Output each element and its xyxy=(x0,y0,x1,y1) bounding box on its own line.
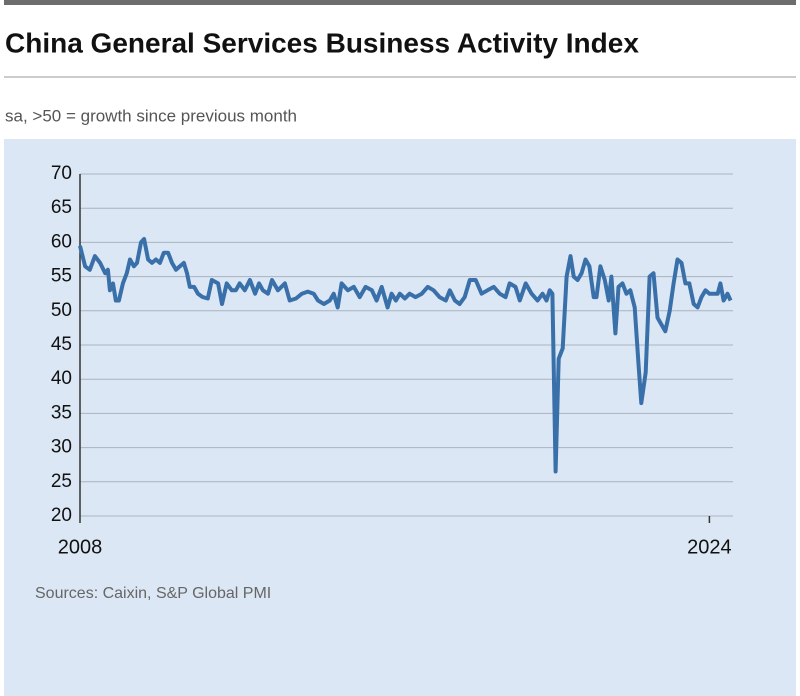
plot-panel xyxy=(4,139,796,696)
chart-title: China General Services Business Activity… xyxy=(5,27,639,58)
y-tick-label: 35 xyxy=(51,402,72,423)
y-tick-label: 70 xyxy=(51,163,72,184)
x-tick-label: 2008 xyxy=(58,536,103,558)
data-line xyxy=(78,237,733,474)
y-tick-label: 50 xyxy=(51,300,72,321)
y-tick-label: 25 xyxy=(51,471,72,492)
y-tick-label: 45 xyxy=(51,334,72,355)
y-tick-label: 55 xyxy=(51,266,72,287)
y-tick-label: 30 xyxy=(51,437,72,458)
x-tick-label: 2024 xyxy=(687,536,732,558)
top-rule xyxy=(4,0,796,5)
subtitle: sa, >50 = growth since previous month xyxy=(5,106,297,125)
y-tick-label: 20 xyxy=(51,505,72,526)
y-tick-label: 60 xyxy=(51,231,72,252)
y-tick-label: 40 xyxy=(51,368,72,389)
source: Sources: Caixin, S&P Global PMI xyxy=(35,585,271,602)
y-tick-label: 65 xyxy=(51,197,72,218)
